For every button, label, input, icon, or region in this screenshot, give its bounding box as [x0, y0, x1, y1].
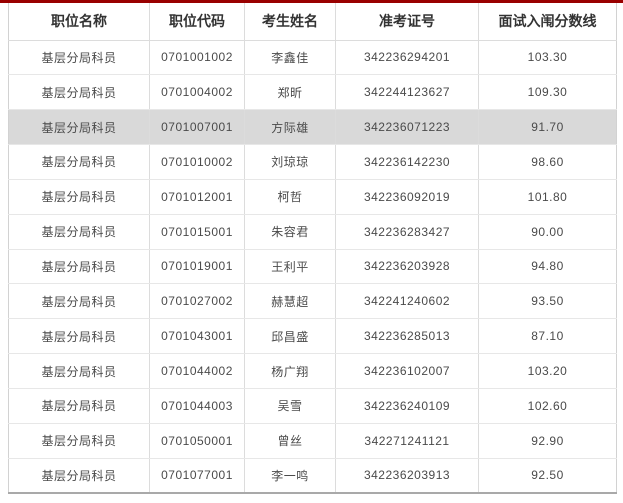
- table-row[interactable]: 基层分局科员 0701001002 李鑫佳 342236294201 103.30: [8, 40, 617, 76]
- table-cell: 342236240109: [335, 388, 479, 424]
- table-cell: 0701050001: [149, 423, 245, 459]
- table-cell: 342236294201: [335, 40, 479, 76]
- table-row[interactable]: 基层分局科员 0701044003 吴雪 342236240109 102.60: [8, 388, 617, 424]
- table-cell: 342236203928: [335, 249, 479, 285]
- table-cell: 基层分局科员: [8, 388, 150, 424]
- table-cell: 王利平: [244, 249, 336, 285]
- table-cell: 0701007001: [149, 109, 245, 146]
- table-cell: 基层分局科员: [8, 353, 150, 389]
- table-cell: 0701044003: [149, 388, 245, 424]
- table-row[interactable]: 基层分局科员 0701027002 赫慧超 342241240602 93.50: [8, 283, 617, 320]
- table-cell: 103.30: [478, 40, 617, 76]
- table-row[interactable]: 基层分局科员 0701019001 王利平 342236203928 94.80: [8, 249, 617, 285]
- table-cell: 基层分局科员: [8, 249, 150, 285]
- table-cell: 102.60: [478, 388, 617, 424]
- header-row: 职位名称 职位代码 考生姓名 准考证号 面试入闱分数线: [8, 3, 617, 41]
- table-cell: 杨广翔: [244, 353, 336, 389]
- table-cell: 0701019001: [149, 249, 245, 285]
- column-header: 考生姓名: [244, 3, 336, 41]
- table-cell: 赫慧超: [244, 283, 336, 320]
- table-cell: 94.80: [478, 249, 617, 285]
- score-table: 职位名称 职位代码 考生姓名 准考证号 面试入闱分数线 基层分局科员 0701001002…: [8, 3, 617, 494]
- table-cell: 342271241121: [335, 423, 479, 459]
- table-cell: 342236142230: [335, 144, 479, 180]
- table-cell: 90.00: [478, 214, 617, 250]
- table-cell: 基层分局科员: [8, 144, 150, 180]
- table-cell: 91.70: [478, 109, 617, 146]
- table-row[interactable]: 基层分局科员 0701010002 刘琼琼 342236142230 98.60: [8, 144, 617, 180]
- table-cell: 92.90: [478, 423, 617, 459]
- table-cell: 基层分局科员: [8, 214, 150, 250]
- table-cell: 朱容君: [244, 214, 336, 250]
- table-cell: 吴雪: [244, 388, 336, 424]
- table-cell: 103.20: [478, 353, 617, 389]
- table-cell: 342244123627: [335, 74, 479, 111]
- table-cell: 基层分局科员: [8, 179, 150, 215]
- table-row[interactable]: 基层分局科员 0701004002 郑昕 342244123627 109.30: [8, 74, 617, 111]
- table-cell: 基层分局科员: [8, 318, 150, 355]
- column-header: 准考证号: [335, 3, 479, 41]
- table-cell: 92.50: [478, 458, 617, 494]
- table-cell: 基层分局科员: [8, 40, 150, 76]
- table-cell: 0701027002: [149, 283, 245, 320]
- table-cell: 342236203913: [335, 458, 479, 494]
- table-cell: 基层分局科员: [8, 283, 150, 320]
- table-row[interactable]: 基层分局科员 0701012001 柯哲 342236092019 101.80: [8, 179, 617, 215]
- table-cell: 邱昌盛: [244, 318, 336, 355]
- table-cell: 李一鸣: [244, 458, 336, 494]
- table-row[interactable]: 基层分局科员 0701007001 方际雄 342236071223 91.70: [8, 109, 617, 146]
- table-cell: 曾丝: [244, 423, 336, 459]
- table-cell: 342236071223: [335, 109, 479, 146]
- table-cell: 0701043001: [149, 318, 245, 355]
- table-cell: 0701010002: [149, 144, 245, 180]
- table-cell: 基层分局科员: [8, 74, 150, 111]
- column-header: 职位名称: [8, 3, 150, 41]
- table-cell: 342236092019: [335, 179, 479, 215]
- table-cell: 方际雄: [244, 109, 336, 146]
- table-cell: 342236283427: [335, 214, 479, 250]
- table-cell: 柯哲: [244, 179, 336, 215]
- table-cell: 0701004002: [149, 74, 245, 111]
- score-table-body: 基层分局科员 0701001002 李鑫佳 342236294201 103.30 基层分…: [8, 40, 617, 494]
- table-cell: 342236102007: [335, 353, 479, 389]
- table-cell: 93.50: [478, 283, 617, 320]
- table-cell: 342241240602: [335, 283, 479, 320]
- table-cell: 基层分局科员: [8, 458, 150, 494]
- table-cell: 109.30: [478, 74, 617, 111]
- table-cell: 98.60: [478, 144, 617, 180]
- table-cell: 101.80: [478, 179, 617, 215]
- table-cell: 0701044002: [149, 353, 245, 389]
- table-cell: 0701015001: [149, 214, 245, 250]
- table-cell: 87.10: [478, 318, 617, 355]
- table-row[interactable]: 基层分局科员 0701050001 曾丝 342271241121 92.90: [8, 423, 617, 459]
- table-cell: 0701077001: [149, 458, 245, 494]
- table-cell: 刘琼琼: [244, 144, 336, 180]
- accent-top-rule: [0, 0, 623, 3]
- table-row[interactable]: 基层分局科员 0701015001 朱容君 342236283427 90.00: [8, 214, 617, 250]
- table-cell: 李鑫佳: [244, 40, 336, 76]
- table-cell: 0701012001: [149, 179, 245, 215]
- table-cell: 0701001002: [149, 40, 245, 76]
- column-header: 面试入闱分数线: [478, 3, 617, 41]
- table-row[interactable]: 基层分局科员 0701077001 李一鸣 342236203913 92.50: [8, 458, 617, 494]
- table-cell: 郑昕: [244, 74, 336, 111]
- table-row[interactable]: 基层分局科员 0701043001 邱昌盛 342236285013 87.10: [8, 318, 617, 355]
- column-header: 职位代码: [149, 3, 245, 41]
- table-row[interactable]: 基层分局科员 0701044002 杨广翔 342236102007 103.20: [8, 353, 617, 389]
- table-cell: 基层分局科员: [8, 423, 150, 459]
- table-cell: 342236285013: [335, 318, 479, 355]
- table-cell: 基层分局科员: [8, 109, 150, 146]
